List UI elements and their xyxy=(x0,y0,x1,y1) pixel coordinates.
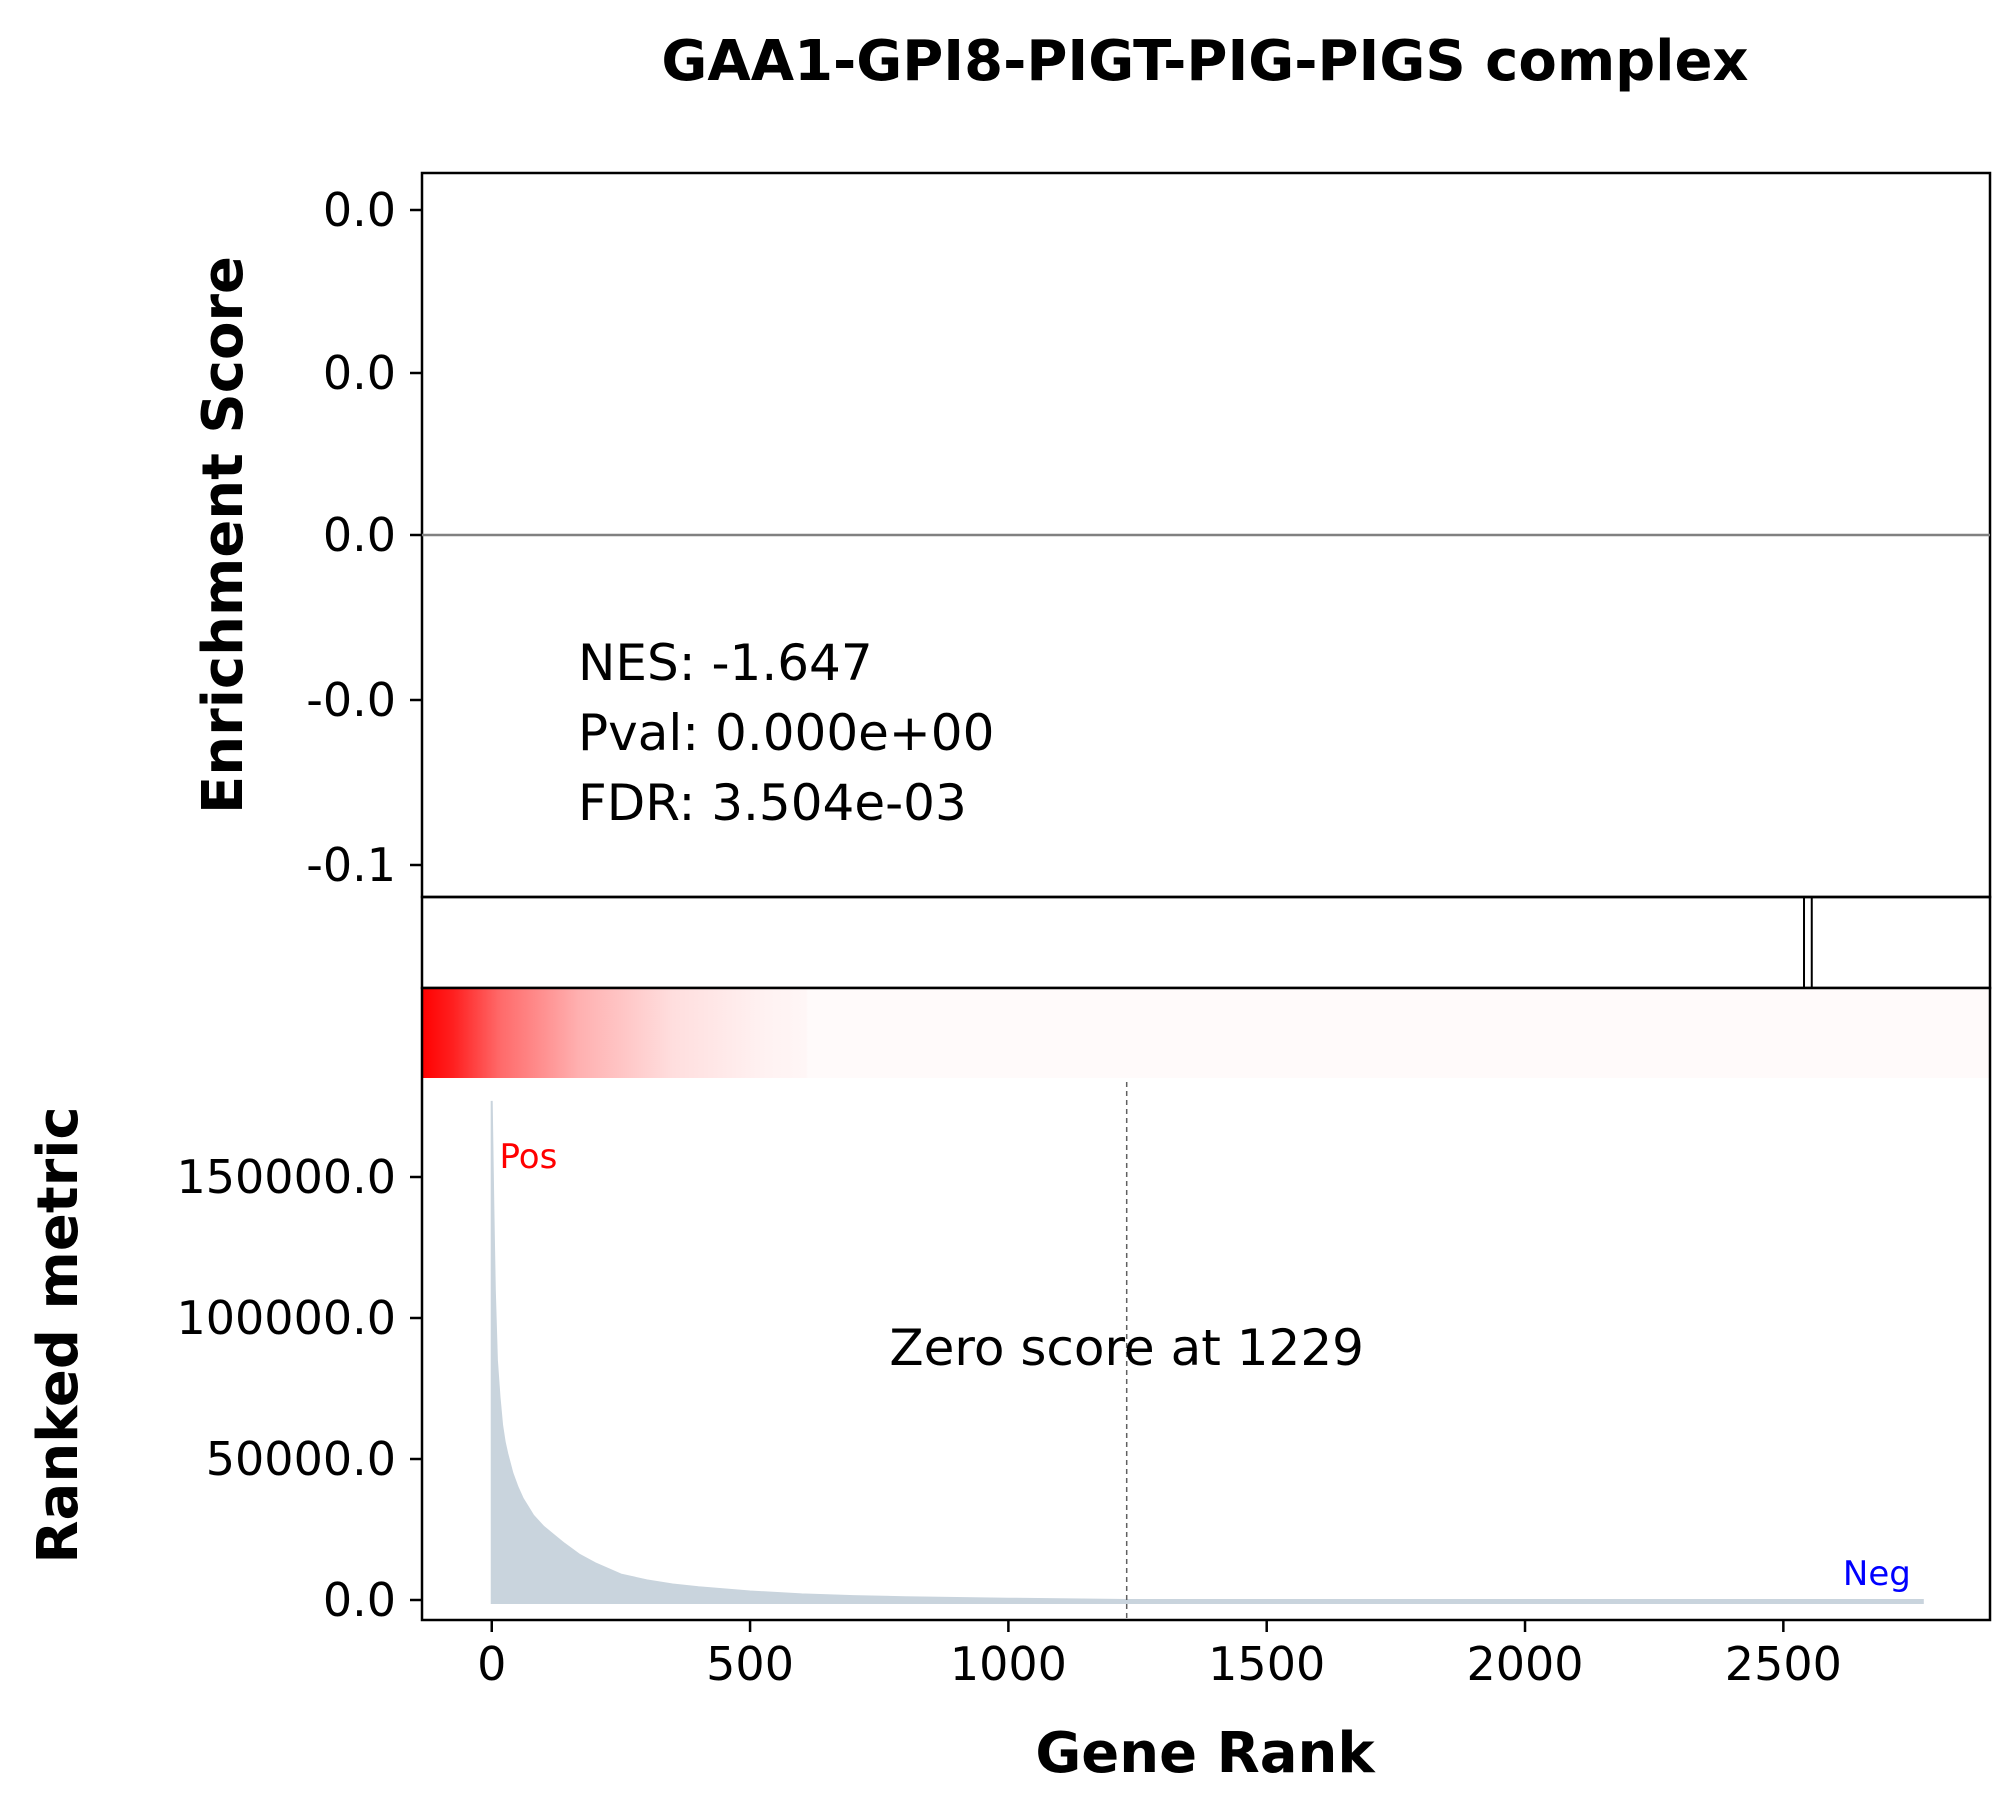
metric-tick-label: 150000.0 xyxy=(177,1150,397,1204)
enrichment-panel: 0.0 0.0 0.0 -0.0 -0.1 Enrichment Score NES: … xyxy=(191,171,1992,899)
pos-label: Pos xyxy=(499,1137,557,1177)
es-tick-label: -0.1 xyxy=(306,838,396,892)
x-tick-label: 500 xyxy=(706,1637,794,1691)
es-tick-label: 0.0 xyxy=(323,346,396,400)
hit-panel xyxy=(420,895,1992,990)
x-tick-label: 2000 xyxy=(1466,1637,1583,1691)
enrichment-ylabel: Enrichment Score xyxy=(191,256,256,814)
metric-frame xyxy=(420,986,1992,1622)
zero-score-label: Zero score at 1229 xyxy=(889,1319,1364,1377)
es-tick-label: 0.0 xyxy=(323,508,396,562)
hit-frame xyxy=(420,895,1992,990)
chart-title: GAA1-GPI8-PIGT-PIG-PIGS complex xyxy=(661,29,1748,94)
x-tick-label: 2500 xyxy=(1725,1637,1842,1691)
x-tick-label: 1000 xyxy=(950,1637,1067,1691)
es-tick-label: -0.0 xyxy=(306,673,396,727)
rank-gradient-bar xyxy=(422,988,1990,1078)
metric-tick-label: 100000.0 xyxy=(177,1291,397,1345)
x-axis-title: Gene Rank xyxy=(1035,1721,1376,1786)
x-tick-label: 0 xyxy=(477,1637,506,1691)
stats-pval: Pval: 0.000e+00 xyxy=(578,704,994,762)
metric-tick-label: 50000.0 xyxy=(206,1432,396,1486)
stats-fdr: FDR: 3.504e-03 xyxy=(578,774,967,832)
metric-ylabel: Ranked metric xyxy=(26,1106,91,1563)
stats-nes: NES: -1.647 xyxy=(578,634,873,692)
es-tick-label: 0.0 xyxy=(323,183,396,237)
ranked-metric-area xyxy=(490,1100,1924,1604)
metric-tick-label: 0.0 xyxy=(323,1573,396,1627)
neg-label: Neg xyxy=(1843,1554,1911,1594)
metric-panel: Zero score at 1229 Pos Neg 0.0 50000.0 100… xyxy=(26,986,1992,1627)
x-tick-label: 1500 xyxy=(1208,1637,1325,1691)
